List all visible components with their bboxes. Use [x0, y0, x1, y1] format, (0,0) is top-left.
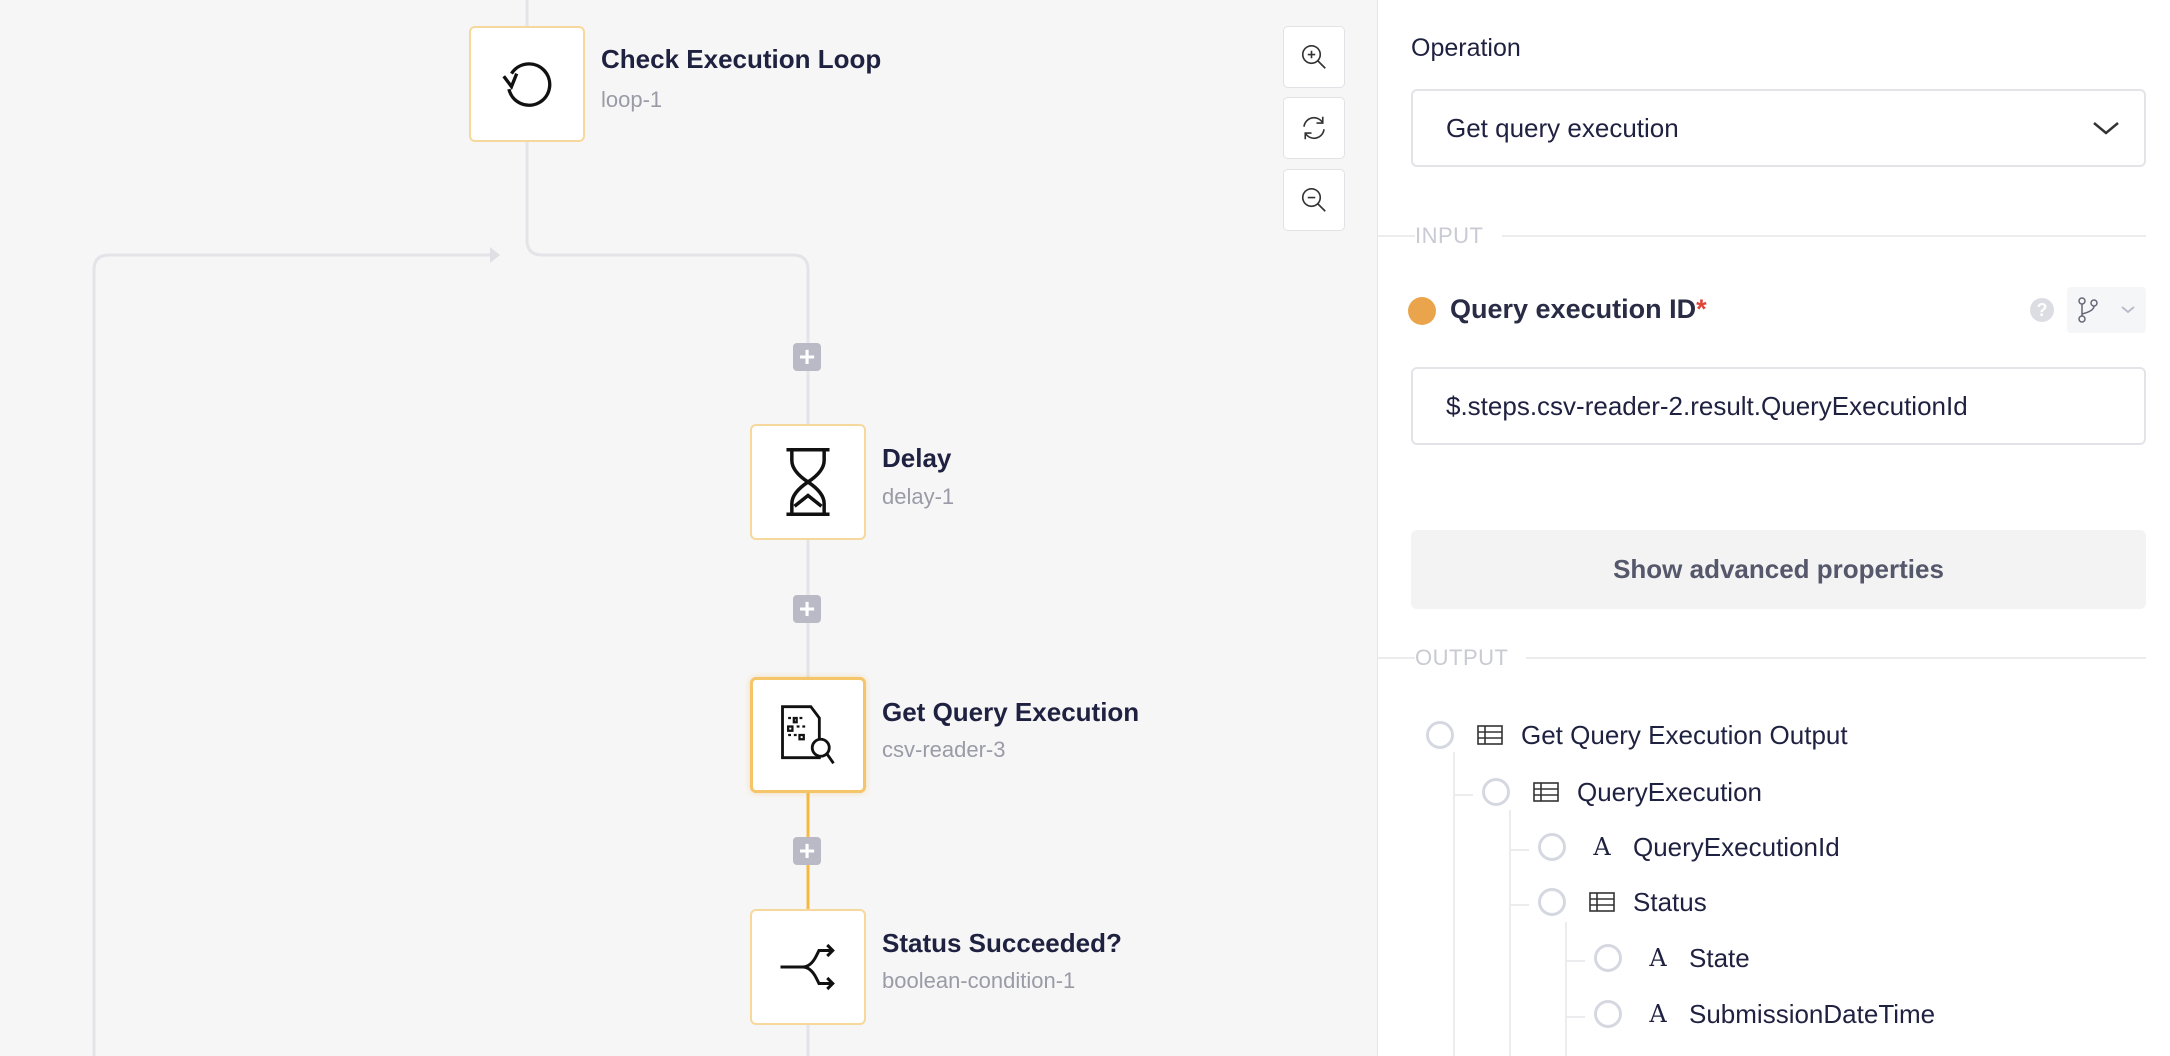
- workflow-canvas[interactable]: Check Execution Loop loop-1 + Delay dela…: [0, 0, 1377, 1056]
- chevron-down-icon: [2121, 306, 2135, 314]
- node-get-query-execution[interactable]: [750, 677, 866, 793]
- table-icon: [1588, 892, 1616, 912]
- node-title: Delay: [882, 443, 952, 473]
- tree-guide: [1509, 904, 1529, 906]
- connectors: [92, 0, 810, 1056]
- output-tree-label: State: [1689, 942, 1750, 973]
- reset-icon: [1303, 116, 1325, 140]
- tree-guide: [1453, 794, 1473, 796]
- output-tree-label: Status: [1633, 886, 1707, 917]
- hourglass-icon: [786, 447, 830, 517]
- text-type-icon: A: [1649, 1000, 1667, 1028]
- tree-guide: [1565, 922, 1567, 1056]
- output-tree-label: SubmissionDateTime: [1689, 998, 1936, 1029]
- output-tree-item[interactable]: QueryExecution: [1482, 772, 1762, 812]
- required-mark: *: [1696, 294, 1707, 324]
- select-radio[interactable]: [1594, 944, 1622, 972]
- operation-label: Operation: [1411, 34, 1521, 62]
- select-radio[interactable]: [1594, 1000, 1622, 1028]
- operation-select[interactable]: Get query execution: [1411, 89, 2146, 167]
- node-title: Check Execution Loop: [601, 44, 882, 74]
- tree-guide: [1453, 752, 1455, 1056]
- add-step-button[interactable]: +: [793, 343, 821, 371]
- node-status-succeeded[interactable]: [750, 909, 866, 1025]
- node-id: csv-reader-3: [882, 737, 1006, 762]
- table-icon: [1532, 782, 1560, 802]
- select-radio[interactable]: [1538, 833, 1566, 861]
- tree-guide: [1565, 960, 1585, 962]
- node-title: Get Query Execution: [882, 697, 1140, 727]
- tree-guide: [1509, 810, 1511, 1056]
- show-advanced-properties-button[interactable]: Show advanced properties: [1411, 530, 2146, 609]
- loop-icon: [502, 62, 552, 107]
- text-type-icon: A: [1649, 944, 1667, 972]
- text-type-icon: A: [1593, 833, 1611, 861]
- document-search-icon: [781, 705, 835, 765]
- mapping-mode-button[interactable]: [2067, 287, 2146, 333]
- git-branch-icon: [2078, 297, 2098, 323]
- tree-guide: [1509, 849, 1529, 851]
- tree-guide: [1565, 1016, 1585, 1018]
- output-tree-label: QueryExecutionId: [1633, 831, 1840, 862]
- zoom-in-icon: [1301, 44, 1326, 69]
- output-tree-item[interactable]: A QueryExecutionId: [1538, 827, 1840, 867]
- select-radio[interactable]: [1426, 721, 1454, 749]
- zoom-out-button[interactable]: [1283, 169, 1345, 231]
- properties-panel: Operation Get query execution INPUT Quer…: [1377, 0, 2170, 1056]
- add-step-button[interactable]: +: [793, 837, 821, 865]
- select-radio[interactable]: [1538, 888, 1566, 916]
- reset-view-button[interactable]: [1283, 97, 1345, 159]
- zoom-out-icon: [1301, 187, 1326, 212]
- operation-value: Get query execution: [1446, 112, 1679, 143]
- output-tree-item[interactable]: A SubmissionDateTime: [1594, 994, 1935, 1034]
- select-radio[interactable]: [1482, 778, 1510, 806]
- node-id: delay-1: [882, 484, 955, 509]
- chevron-down-icon: [2093, 122, 2119, 135]
- output-tree-label: QueryExecution: [1577, 776, 1762, 807]
- output-tree-label: Get Query Execution Output: [1521, 719, 1848, 750]
- table-icon: [1476, 725, 1504, 745]
- node-title: Status Succeeded?: [882, 928, 1122, 958]
- node-id: boolean-condition-1: [882, 968, 1076, 993]
- output-tree-item[interactable]: A State: [1594, 938, 1750, 978]
- add-step-button[interactable]: +: [793, 595, 821, 623]
- help-icon[interactable]: ?: [2030, 298, 2054, 322]
- node-delay[interactable]: [750, 424, 866, 540]
- status-dot: [1408, 297, 1436, 325]
- zoom-in-button[interactable]: [1283, 26, 1345, 88]
- output-section-header: OUTPUT: [1378, 645, 2146, 671]
- node-id: loop-1: [601, 87, 663, 112]
- node-check-execution-loop[interactable]: [469, 26, 585, 142]
- query-execution-id-input[interactable]: $.steps.csv-reader-2.result.QueryExecuti…: [1411, 367, 2146, 445]
- output-tree-item[interactable]: Get Query Execution Output: [1426, 715, 1848, 755]
- output-tree-item[interactable]: Status: [1538, 882, 1707, 922]
- branch-split-icon: [780, 943, 835, 991]
- field-label: Query execution ID*: [1450, 294, 1707, 324]
- input-section-header: INPUT: [1378, 223, 2146, 249]
